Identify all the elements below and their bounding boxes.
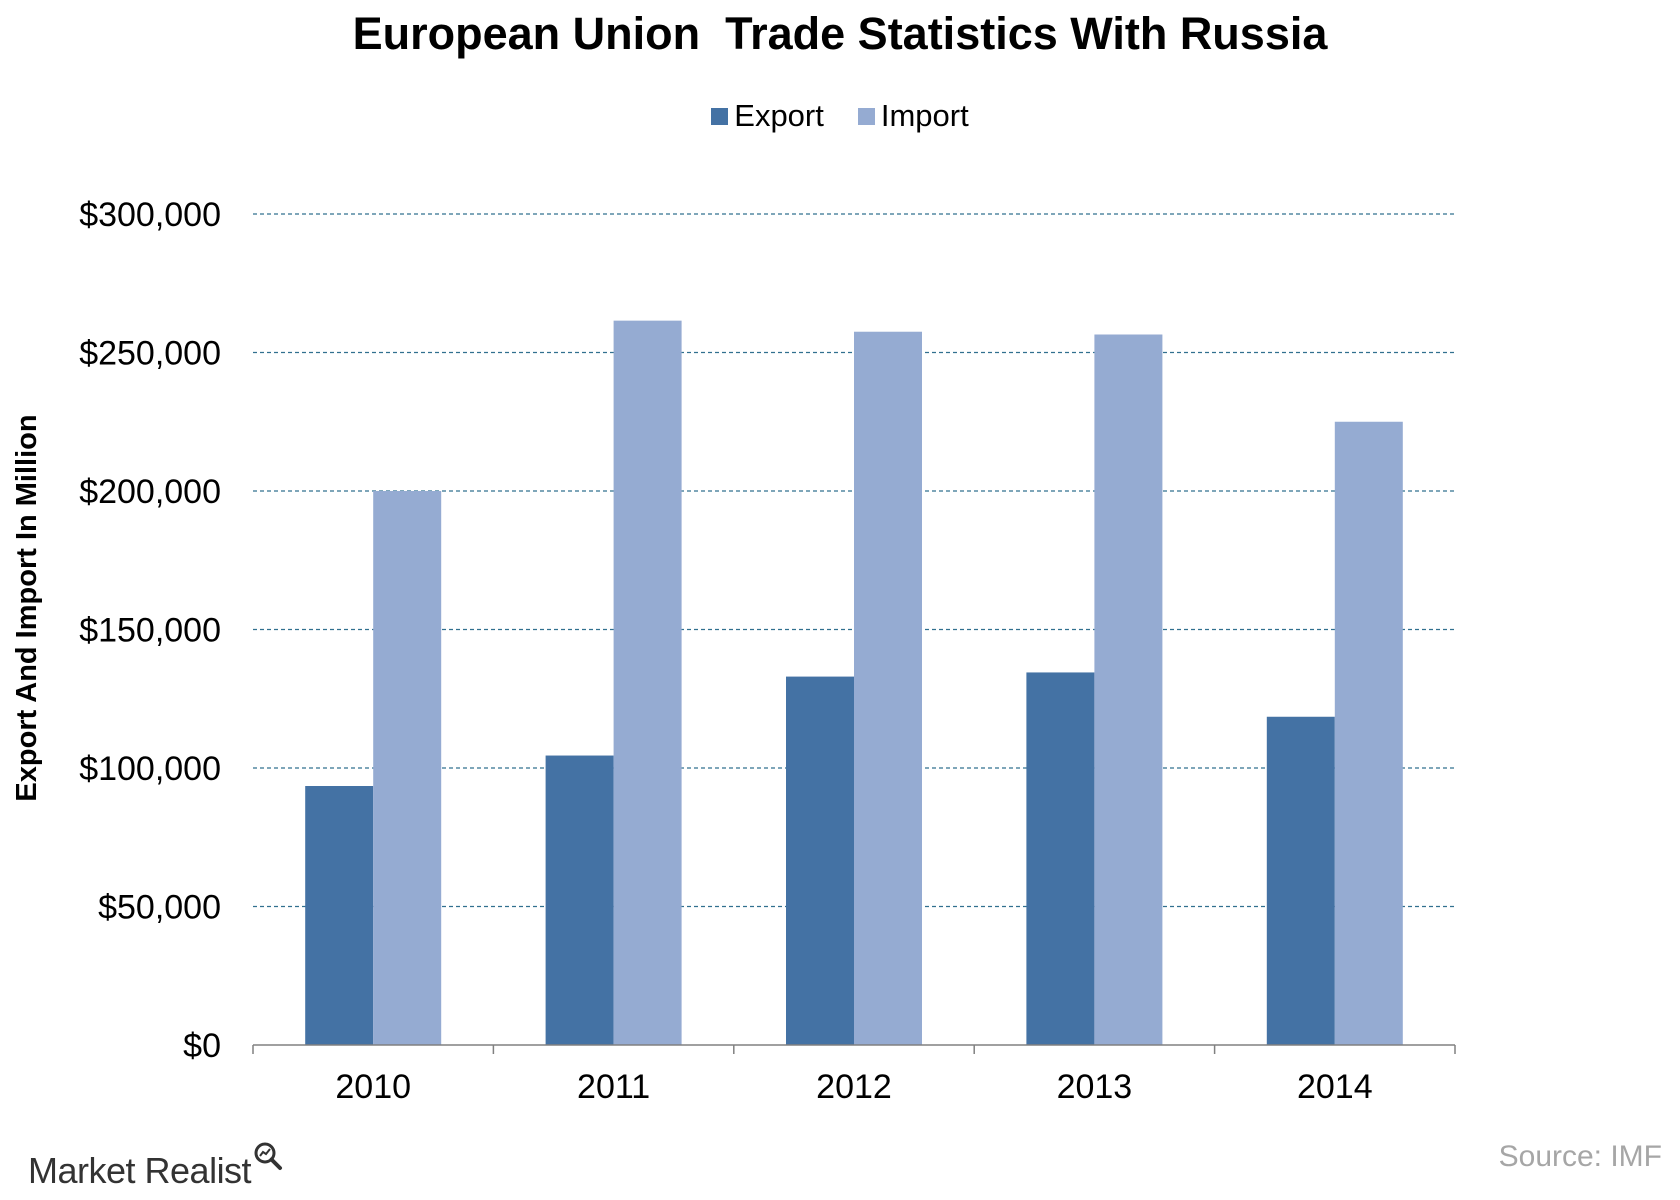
brand-name: Market Realist xyxy=(28,1150,252,1191)
bar-export xyxy=(786,676,854,1045)
legend-item-export: Export xyxy=(711,98,824,134)
bar-import xyxy=(613,320,682,1045)
y-tick-label: $150,000 xyxy=(79,612,221,650)
bar-export xyxy=(1026,672,1095,1045)
bar-import xyxy=(1094,334,1163,1045)
y-axis-label: Export And Import In Million xyxy=(11,414,43,801)
y-tick-label: $200,000 xyxy=(79,473,221,511)
bars xyxy=(305,320,1403,1046)
y-tick-label: $50,000 xyxy=(98,889,221,927)
legend-item-import: Import xyxy=(857,98,969,134)
x-tick-label: 2011 xyxy=(577,1068,650,1106)
x-axis xyxy=(252,1044,1456,1054)
bar-export xyxy=(545,755,614,1045)
x-tick-label: 2013 xyxy=(1057,1068,1133,1106)
chart-title: European Union Trade Statistics With Rus… xyxy=(352,8,1328,59)
y-axis-ticks: $0 $50,000 $100,000 $150,000 $200,000 $250,00… xyxy=(79,196,221,1065)
x-tick-label: 2014 xyxy=(1297,1068,1373,1106)
brand-logo: Market Realist xyxy=(28,1142,283,1192)
y-tick-label: $250,000 xyxy=(79,335,221,373)
grid-lines xyxy=(253,213,1455,908)
x-tick-label: 2012 xyxy=(816,1068,892,1106)
magnifier-chart-icon xyxy=(253,1138,283,1180)
bar-export xyxy=(305,786,374,1045)
y-tick-label: $100,000 xyxy=(79,750,221,788)
y-tick-label: $300,000 xyxy=(79,196,221,234)
bar-import xyxy=(1334,421,1403,1045)
bar-export xyxy=(1266,716,1335,1045)
bar-import xyxy=(854,331,922,1046)
bar-import xyxy=(373,491,442,1045)
x-tick-label: 2010 xyxy=(335,1068,411,1106)
x-axis-ticks: 2010 2011 2012 2013 2014 xyxy=(335,1068,1372,1106)
legend-swatch-import xyxy=(857,107,875,125)
legend-swatch-export xyxy=(711,107,729,125)
chart-legend: Export Import xyxy=(0,98,1680,134)
legend-label-export: Export xyxy=(734,98,824,133)
legend-label-import: Import xyxy=(880,98,969,133)
y-tick-label: $0 xyxy=(183,1027,221,1065)
source-note: Source: IMF xyxy=(1498,1140,1662,1173)
